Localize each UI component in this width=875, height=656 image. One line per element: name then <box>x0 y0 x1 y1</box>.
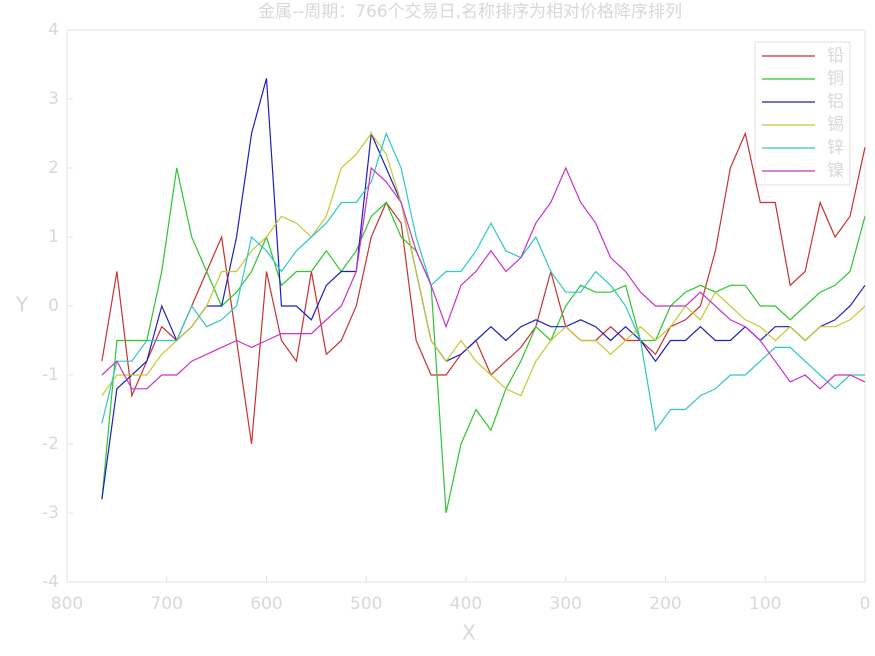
x-axis-label: X <box>462 621 476 645</box>
y-tick-label: 0 <box>48 296 59 316</box>
x-tick-label: 500 <box>350 594 382 614</box>
x-tick-label: 800 <box>51 594 83 614</box>
y-tick-label: -2 <box>42 434 59 454</box>
series-line <box>101 166 866 390</box>
y-tick-label: 3 <box>48 89 59 109</box>
x-tick-label: 200 <box>649 594 681 614</box>
series-line <box>101 167 866 514</box>
legend-label: 镍 <box>827 161 844 181</box>
x-tick-label: 700 <box>151 594 183 614</box>
series-line <box>101 131 865 432</box>
x-tick-label: 400 <box>450 594 482 614</box>
y-tick-label: -1 <box>42 365 59 385</box>
legend-label: 铅 <box>827 46 844 66</box>
x-tick-label: 100 <box>749 594 781 614</box>
y-tick-label: 4 <box>48 20 59 40</box>
series-line <box>101 132 866 397</box>
y-tick-label: -3 <box>42 503 59 523</box>
series-line <box>101 78 866 500</box>
x-tick-label: 300 <box>550 594 582 614</box>
plot-frame <box>66 29 866 583</box>
chart-title: 金属--周期：766个交易日,名称排序为相对价格降序排列 <box>258 2 682 22</box>
legend-label: 锌 <box>827 138 844 158</box>
x-tick-label: 0 <box>860 594 871 614</box>
x-tick-label: 600 <box>250 594 282 614</box>
y-tick-label: 1 <box>48 227 59 247</box>
legend-label: 铝 <box>827 92 844 112</box>
legend-label: 铜 <box>827 69 844 89</box>
legend-label: 锡 <box>827 115 844 135</box>
y-tick-label: 2 <box>48 158 59 178</box>
y-tick-label: -4 <box>42 572 59 592</box>
legend <box>754 41 851 186</box>
y-axis-label: Y <box>15 293 29 317</box>
series-line <box>101 131 866 445</box>
